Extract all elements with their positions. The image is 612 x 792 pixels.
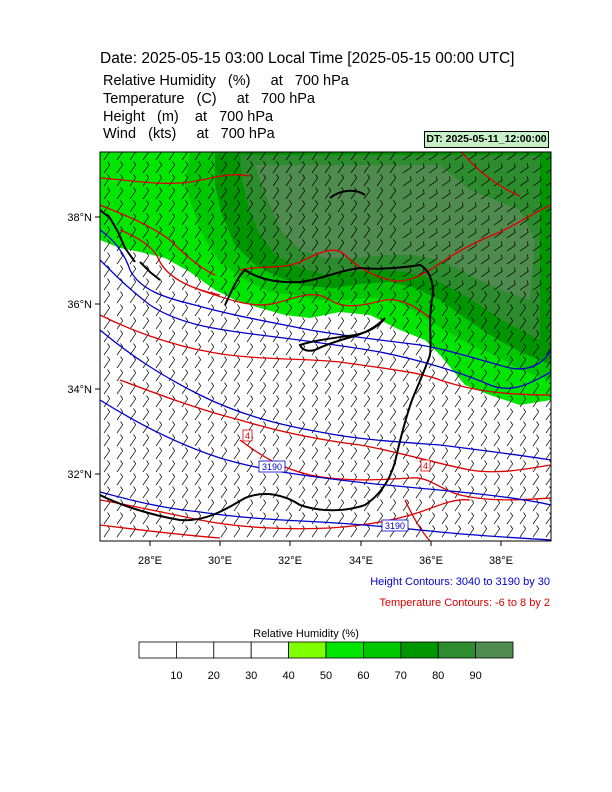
lat-tick-32: 32°N xyxy=(67,469,92,481)
height-contour-label-2: 3190 xyxy=(385,521,405,531)
lon-tick-36: 36°E xyxy=(419,555,443,567)
colorbar-label: 40 xyxy=(282,670,294,682)
colorbar-swatch xyxy=(250,641,289,659)
colorbar-swatch xyxy=(362,641,402,659)
field-rh: Relative Humidity (%) at 700 hPa xyxy=(103,73,349,89)
dt-badge: DT: 2025-05-11_12:00:00 xyxy=(424,131,549,148)
lon-tick-38: 38°E xyxy=(489,555,513,567)
lon-tick-34: 34°E xyxy=(349,555,373,567)
colorbar-swatch xyxy=(175,641,215,659)
colorbar-label: 10 xyxy=(170,670,182,682)
colorbar-label: 90 xyxy=(469,670,481,682)
map-title: Date: 2025-05-15 03:00 Local Time [2025-… xyxy=(100,50,515,67)
field-height: Height (m) at 700 hPa xyxy=(103,109,274,125)
lat-tick-34: 34°N xyxy=(67,384,92,396)
lon-tick-32: 32°E xyxy=(278,555,302,567)
height-contour-label: 3190 xyxy=(262,462,282,472)
colorbar-swatch xyxy=(475,641,514,659)
colorbar-swatch xyxy=(213,641,252,659)
colorbar-label: 80 xyxy=(432,670,444,682)
colorbar-label: 70 xyxy=(395,670,407,682)
wind-barbs xyxy=(103,152,551,538)
temperature-contours xyxy=(100,152,551,541)
colorbar-swatch xyxy=(288,641,327,659)
map-panel xyxy=(100,152,551,541)
height-contours xyxy=(100,229,551,541)
temperature-contours-note: Temperature Contours: -6 to 8 by 2 xyxy=(379,597,550,609)
colorbar-label: 60 xyxy=(357,670,369,682)
colorbar-swatch xyxy=(325,641,364,659)
lon-tick-28: 28°E xyxy=(138,555,162,567)
colorbar-label: 20 xyxy=(208,670,220,682)
height-contours-note: Height Contours: 3040 to 3190 by 30 xyxy=(370,576,550,588)
colorbar-swatch xyxy=(138,641,177,659)
map-frame xyxy=(99,151,552,542)
lat-tick-36: 36°N xyxy=(67,299,92,311)
lon-tick-30: 30°E xyxy=(208,555,232,567)
colorbar: 10 20 30 40 50 60 70 80 90 xyxy=(138,641,514,682)
colorbar-label: 30 xyxy=(245,670,257,682)
temp-contour-label-2: 4 xyxy=(423,461,428,471)
colorbar-title: Relative Humidity (%) xyxy=(253,628,359,640)
field-temperature: Temperature (C) at 700 hPa xyxy=(103,91,315,107)
colorbar-label: 50 xyxy=(320,670,332,682)
coastlines xyxy=(100,189,434,522)
colorbar-swatch xyxy=(400,641,439,659)
field-wind: Wind (kts) at 700 hPa xyxy=(103,126,275,142)
temp-contour-label: 4 xyxy=(245,431,250,441)
colorbar-swatch xyxy=(437,641,477,659)
lat-tick-38: 38°N xyxy=(67,212,92,224)
